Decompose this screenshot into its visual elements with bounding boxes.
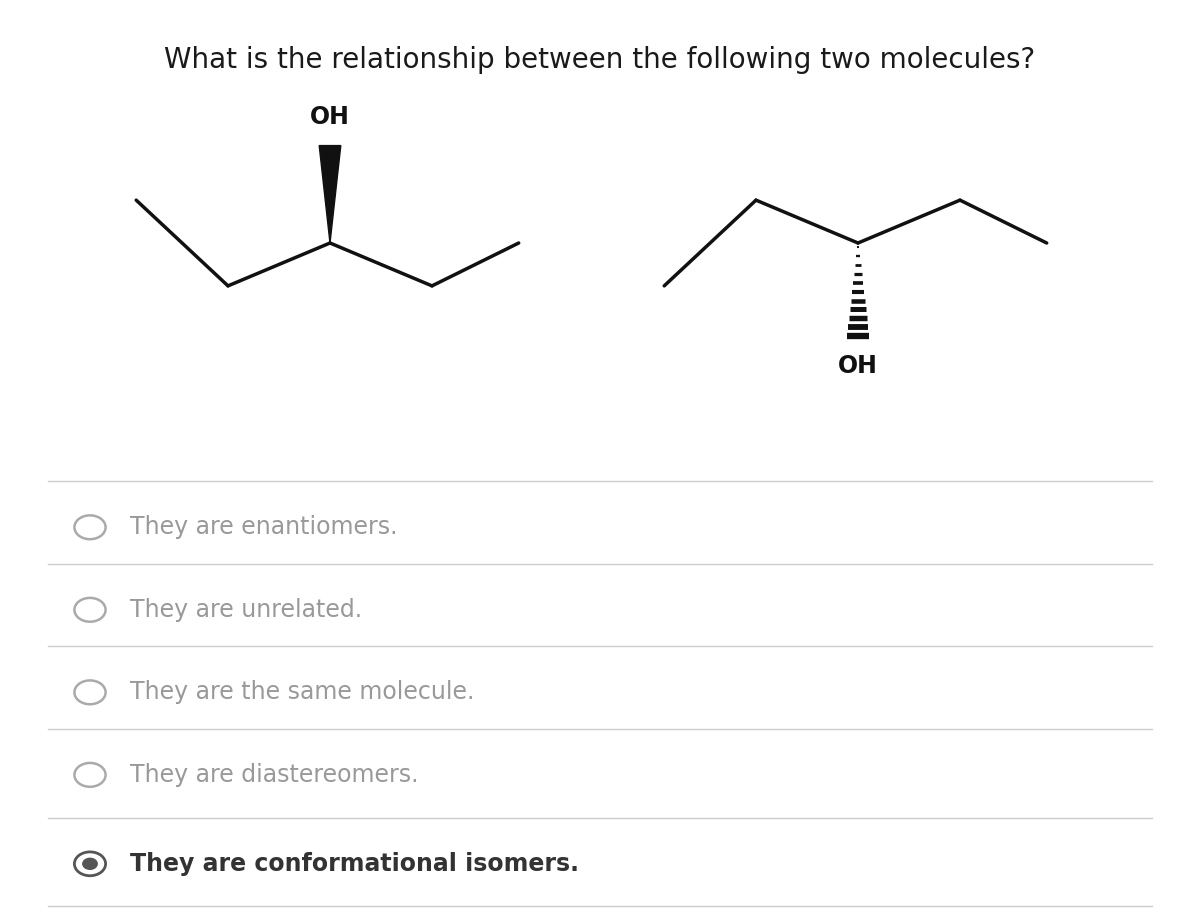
Polygon shape (319, 146, 341, 243)
Text: What is the relationship between the following two molecules?: What is the relationship between the fol… (164, 46, 1036, 73)
Text: They are the same molecule.: They are the same molecule. (130, 680, 474, 704)
Text: They are conformational isomers.: They are conformational isomers. (130, 852, 578, 876)
Text: They are unrelated.: They are unrelated. (130, 598, 361, 622)
Text: They are enantiomers.: They are enantiomers. (130, 515, 397, 539)
Circle shape (83, 858, 97, 869)
Text: They are diastereomers.: They are diastereomers. (130, 763, 418, 787)
Text: OH: OH (310, 105, 350, 129)
Text: OH: OH (838, 354, 878, 378)
